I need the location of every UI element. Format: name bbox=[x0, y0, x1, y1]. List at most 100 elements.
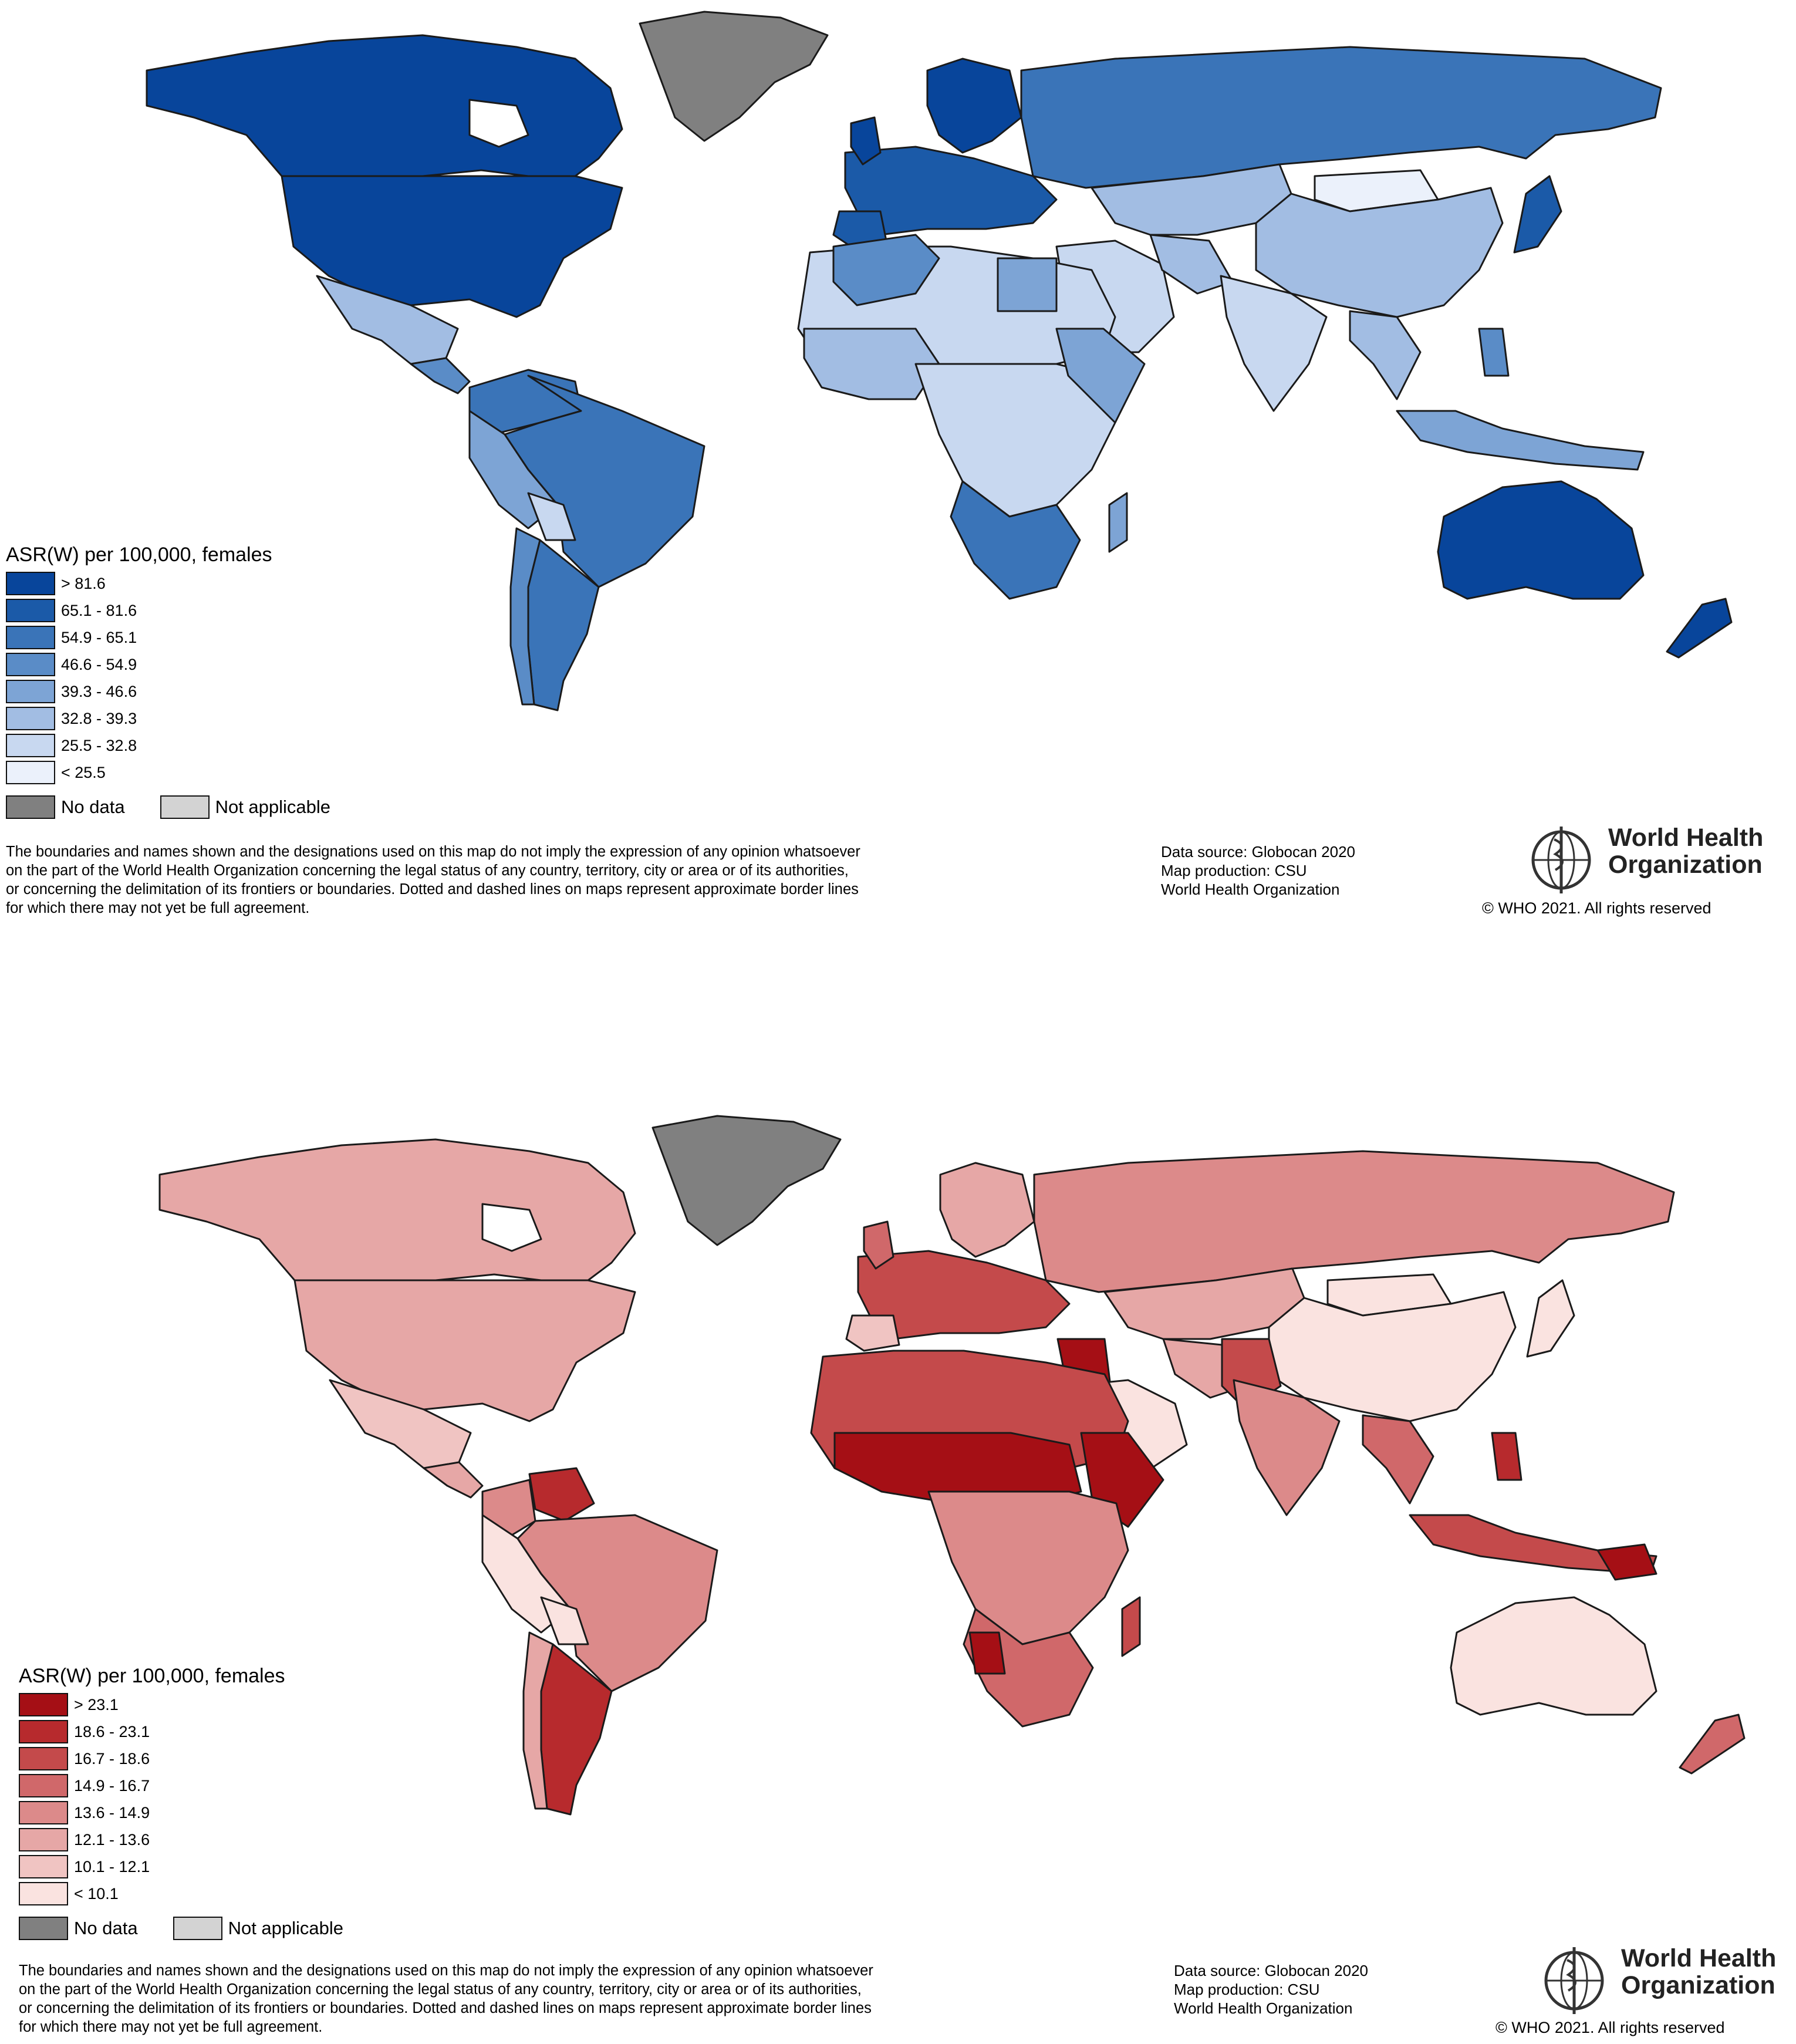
legend-row: 54.9 - 65.1 bbox=[6, 624, 417, 651]
source-line: Map production: CSU bbox=[1174, 1981, 1320, 1998]
who-name: World Health Organization bbox=[1621, 1945, 1776, 1999]
legend-row: 25.5 - 32.8 bbox=[6, 732, 417, 759]
region-japan bbox=[1513, 175, 1562, 254]
region-russia bbox=[1033, 1150, 1675, 1293]
copyright: © WHO 2021. All rights reserved bbox=[1482, 899, 1711, 917]
legend-nodata-row: No data Not applicable bbox=[19, 1917, 430, 1940]
legend-swatch bbox=[19, 1693, 68, 1716]
who-name-line: World Health bbox=[1608, 824, 1764, 852]
region-uk bbox=[863, 1220, 894, 1270]
legend-swatch bbox=[6, 653, 55, 676]
region-scandinavia bbox=[926, 58, 1022, 154]
region-iran bbox=[1149, 234, 1234, 295]
legend-swatch bbox=[19, 1747, 68, 1770]
no-data-swatch bbox=[19, 1917, 68, 1940]
region-maghreb bbox=[832, 234, 940, 306]
region-bolivia bbox=[540, 1596, 589, 1645]
who-name-line: Organization bbox=[1608, 851, 1763, 879]
region-brazil bbox=[504, 375, 705, 588]
region-canada bbox=[146, 34, 623, 177]
region-southern-africa bbox=[950, 480, 1081, 600]
not-applicable-label: Not applicable bbox=[228, 1918, 344, 1938]
region-japan bbox=[1526, 1279, 1575, 1358]
legend-row: 14.9 - 16.7 bbox=[19, 1772, 430, 1799]
data-source: Data source: Globocan 2020 Map productio… bbox=[1174, 1961, 1479, 2018]
region-western-europe bbox=[857, 1250, 1071, 1340]
region-india bbox=[1220, 275, 1328, 412]
region-australia bbox=[1450, 1596, 1657, 1716]
region-chile bbox=[509, 527, 541, 706]
disclaimer-line: The boundaries and names shown and the d… bbox=[6, 844, 860, 860]
legend-row: 39.3 - 46.6 bbox=[6, 678, 417, 705]
legend-label: 16.7 - 18.6 bbox=[74, 1749, 150, 1768]
disclaimer-line: for which there may not yet be full agre… bbox=[6, 900, 310, 916]
world-map-red bbox=[158, 1115, 1746, 1816]
legend-row: 16.7 - 18.6 bbox=[19, 1745, 430, 1772]
legend-row: 32.8 - 39.3 bbox=[6, 705, 417, 732]
legend-label: > 81.6 bbox=[61, 574, 106, 592]
legend-row: 18.6 - 23.1 bbox=[19, 1718, 430, 1745]
who-name-line: Organization bbox=[1621, 1971, 1775, 1999]
legend-row: 10.1 - 12.1 bbox=[19, 1853, 430, 1880]
disclaimer: The boundaries and names shown and the d… bbox=[19, 1961, 1122, 2036]
region-western-europe bbox=[844, 146, 1058, 236]
legend-swatch bbox=[19, 1855, 68, 1878]
region-india bbox=[1233, 1379, 1341, 1516]
region-egypt bbox=[997, 257, 1058, 312]
legend-label: < 10.1 bbox=[74, 1884, 119, 1903]
region-greenland bbox=[639, 11, 829, 142]
region-central-africa bbox=[914, 363, 1116, 518]
disclaimer: The boundaries and names shown and the d… bbox=[6, 842, 1109, 918]
legend-row: > 81.6 bbox=[6, 570, 417, 597]
region-philippines bbox=[1478, 328, 1510, 377]
legend-swatch bbox=[6, 680, 55, 703]
region-east-africa bbox=[1055, 328, 1146, 424]
legend-label: 18.6 - 23.1 bbox=[74, 1722, 150, 1741]
legend-row: 12.1 - 13.6 bbox=[19, 1826, 430, 1853]
region-namibia bbox=[968, 1631, 1006, 1675]
legend-label: 10.1 - 12.1 bbox=[74, 1857, 150, 1876]
legend-row: < 25.5 bbox=[6, 759, 417, 786]
no-data-label: No data bbox=[61, 797, 125, 817]
legend-label: 54.9 - 65.1 bbox=[61, 628, 137, 646]
region-uk bbox=[850, 116, 882, 166]
region-se-asia bbox=[1362, 1414, 1434, 1505]
legend-swatch bbox=[19, 1828, 68, 1851]
legend-title: ASR(W) per 100,000, females bbox=[6, 544, 272, 566]
who-name: World Health Organization bbox=[1608, 824, 1763, 878]
region-central-africa bbox=[927, 1490, 1129, 1645]
region-west-africa bbox=[803, 328, 940, 400]
region-usa bbox=[293, 1279, 636, 1422]
disclaimer-line: or concerning the delimitation of its fr… bbox=[19, 2000, 872, 2016]
who-name-line: World Health bbox=[1621, 1944, 1777, 1972]
legend-label: < 25.5 bbox=[61, 763, 106, 781]
data-source: Data source: Globocan 2020 Map productio… bbox=[1161, 842, 1466, 899]
not-applicable-swatch bbox=[173, 1917, 222, 1940]
no-data-label: No data bbox=[74, 1918, 138, 1938]
legend-swatch bbox=[6, 734, 55, 757]
world-map-blue bbox=[146, 11, 1733, 711]
region-papua bbox=[1596, 1543, 1657, 1581]
legend-row: 13.6 - 14.9 bbox=[19, 1799, 430, 1826]
region-central-america bbox=[423, 1461, 484, 1499]
region-indonesia bbox=[1396, 410, 1645, 471]
source-line: World Health Organization bbox=[1174, 1999, 1353, 2017]
source-line: Map production: CSU bbox=[1161, 862, 1307, 879]
region-new-zealand bbox=[1666, 598, 1733, 659]
region-madagascar bbox=[1121, 1596, 1141, 1657]
legend-swatch bbox=[6, 626, 55, 649]
legend-swatch bbox=[6, 761, 55, 784]
legend-label: 25.5 - 32.8 bbox=[61, 736, 137, 754]
region-usa bbox=[281, 175, 623, 318]
region-hudson-bay bbox=[481, 1203, 542, 1252]
region-philippines bbox=[1491, 1432, 1522, 1481]
legend-swatch bbox=[6, 572, 55, 595]
who-emblem-icon bbox=[1531, 827, 1591, 893]
region-bolivia bbox=[527, 492, 576, 541]
legend-swatch bbox=[19, 1774, 68, 1797]
disclaimer-line: on the part of the World Health Organiza… bbox=[6, 862, 849, 879]
legend-label: 12.1 - 13.6 bbox=[74, 1830, 150, 1849]
no-data-swatch bbox=[6, 795, 55, 819]
who-emblem-icon bbox=[1544, 1947, 1604, 2014]
not-applicable-swatch bbox=[160, 795, 210, 819]
